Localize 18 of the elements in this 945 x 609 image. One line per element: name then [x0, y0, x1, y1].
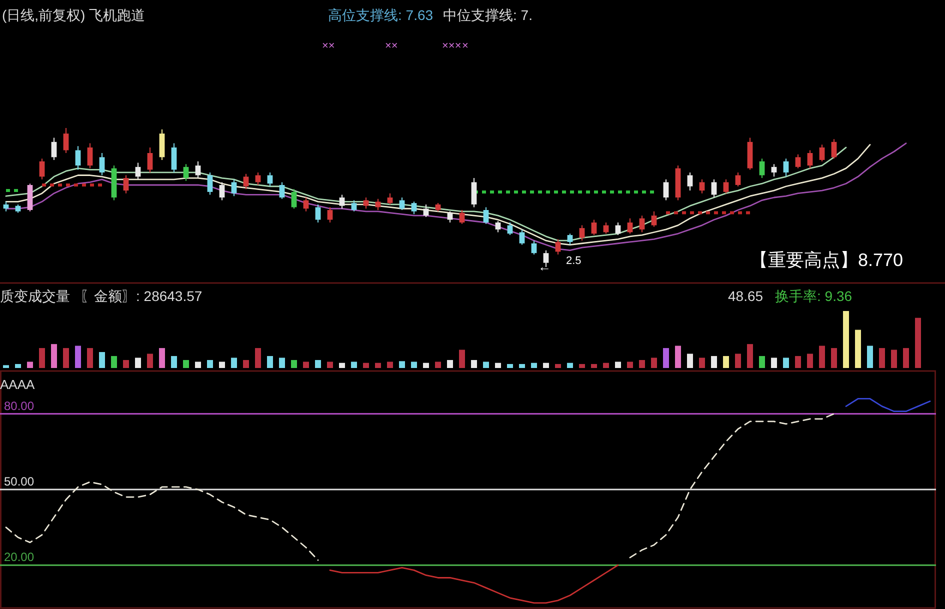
annotation: 【重要高点】8.770 — [750, 250, 904, 270]
ref-label: 50.00 — [4, 474, 34, 488]
annotation: ×× — [385, 40, 398, 52]
title: AAAA — [0, 377, 35, 392]
annotation: 〖金额〗: 28643.57 — [80, 288, 202, 304]
annotation: 高位支撑线: 7.63 — [328, 7, 434, 23]
ref-label: 80.00 — [4, 398, 34, 413]
annotation: ×× — [322, 40, 335, 52]
annotation: ××× — [442, 40, 462, 52]
annotation: 中位支撑线: 7. — [443, 7, 532, 23]
annotation: 48.65 — [728, 288, 764, 304]
annotation: ← — [538, 259, 551, 274]
annotation: × — [462, 40, 468, 52]
title: 质变成交量 — [0, 288, 70, 304]
annotation: 换手率: 9.36 — [775, 288, 852, 304]
ref-label: 20.00 — [4, 550, 34, 564]
title: (日线,前复权) 飞机跑道 — [2, 7, 146, 23]
annotation: 2.5 — [566, 255, 582, 267]
